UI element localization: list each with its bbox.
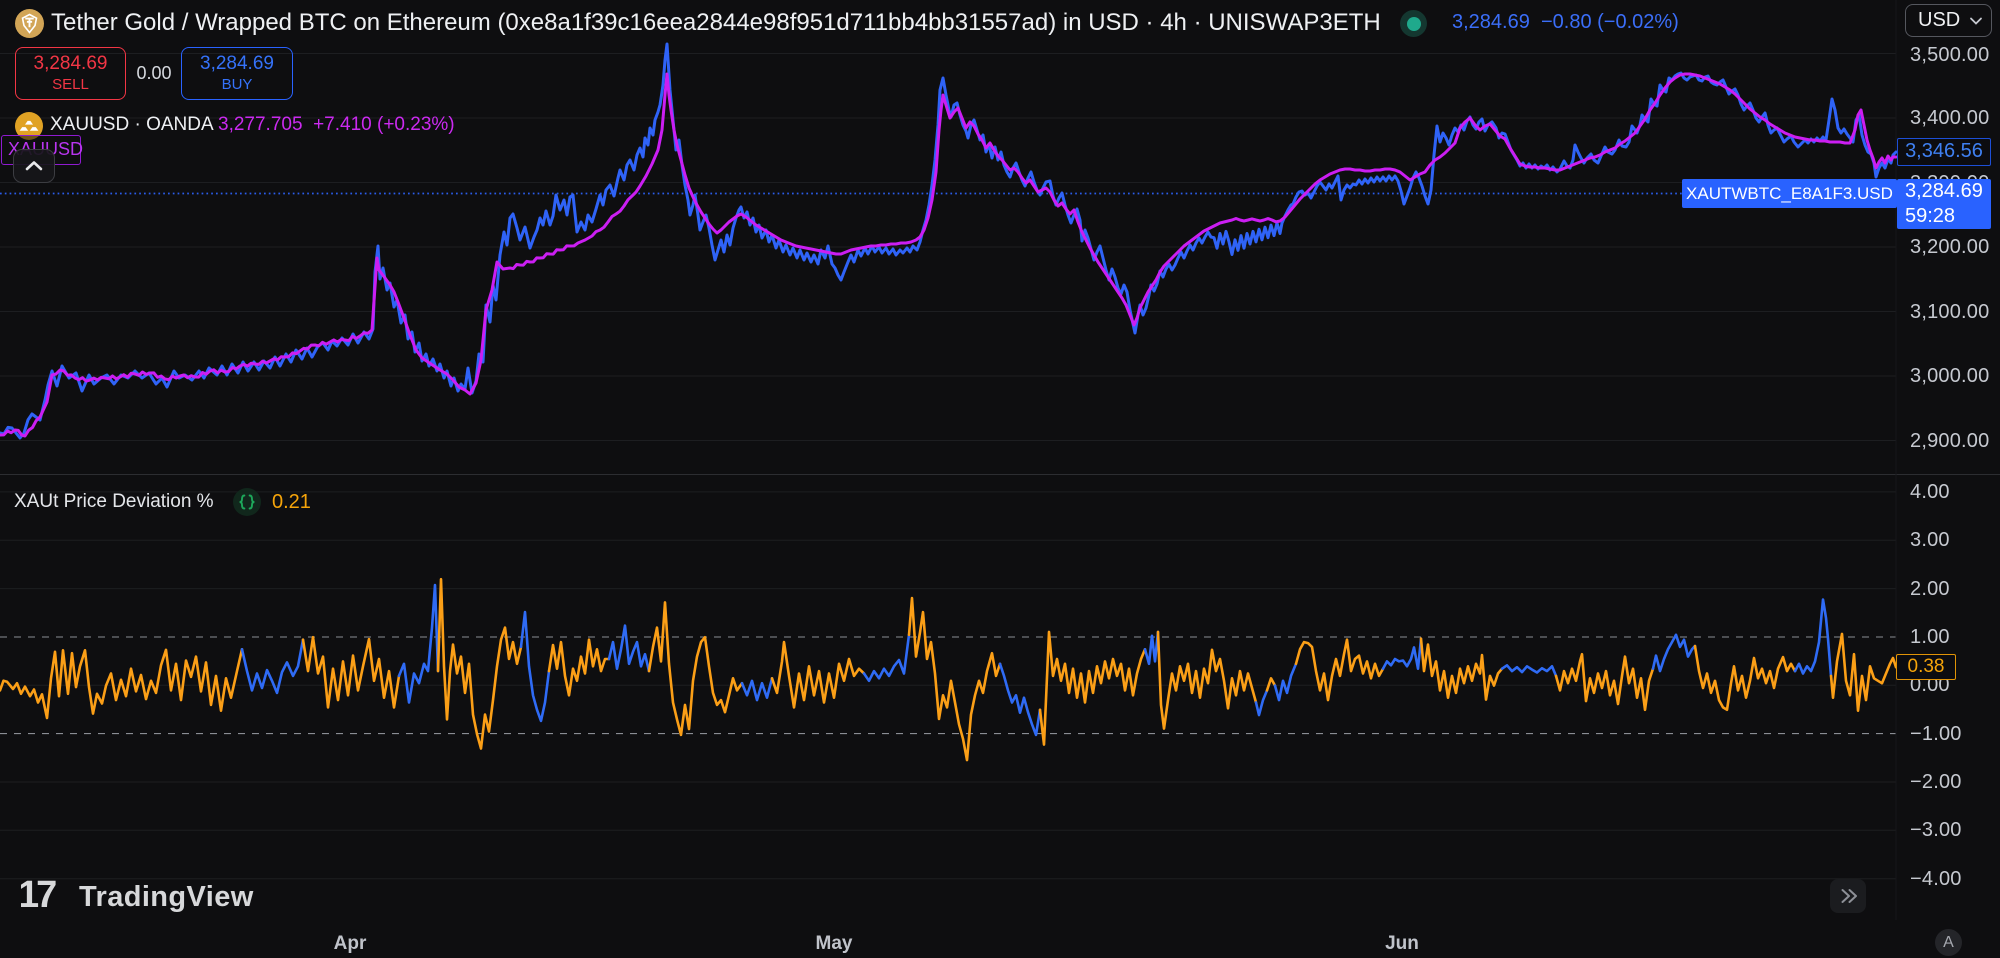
svg-text:17: 17 [21, 874, 56, 914]
svg-text:TradingView: TradingView [79, 881, 254, 913]
